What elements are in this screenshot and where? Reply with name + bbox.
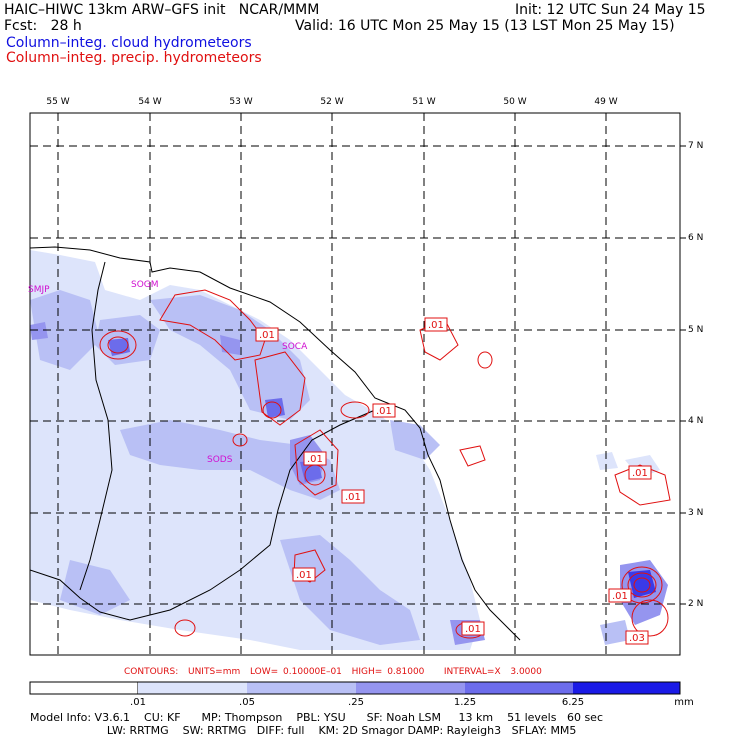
lon-label-51w: 51 W: [412, 97, 436, 107]
plot-title: HAIC–HIWC 13km ARW–GFS init NCAR/MMM: [4, 2, 320, 18]
contour-value-labels: .01 .01 .01 .01 .01 .01 .01 .01 .01 .03: [255, 317, 652, 645]
contour-label: .01: [296, 570, 312, 581]
station-sods: SODS: [207, 455, 233, 465]
colorbar-label: .01: [130, 697, 146, 708]
coastline: [30, 246, 521, 641]
colorbar-label: 1.25: [453, 697, 477, 708]
station-sogm: SOGM: [131, 280, 159, 290]
contour-label: .01: [345, 492, 361, 503]
lat-label-7n: 7 N: [688, 141, 704, 151]
station-soca: SOCA: [282, 342, 308, 352]
lat-ticks: [680, 145, 686, 605]
contour-label: .03: [629, 633, 645, 644]
cloud-field-title: Column–integ. cloud hydrometeors: [6, 35, 252, 51]
lat-label-5n: 5 N: [688, 325, 704, 335]
lat-label-2n: 2 N: [688, 599, 704, 609]
contour-label: .01: [428, 320, 444, 331]
contours-info: CONTOURS: UNITS=mm LOW= 0.10000E–01 HIGH…: [124, 667, 542, 677]
station-smjp: SMJP: [28, 285, 50, 295]
lat-label-3n: 3 N: [688, 508, 704, 518]
contour-label: .01: [632, 468, 648, 479]
colorbar-units: mm: [674, 697, 694, 708]
contour-label: .01: [612, 591, 628, 602]
colorbar-label: .25: [348, 697, 364, 708]
colorbar-label: 6.25: [561, 697, 585, 708]
init-time: Init: 12 UTC Sun 24 May 15: [515, 2, 706, 18]
station-labels: SMJP SOGM SOCA SODS: [28, 280, 308, 465]
lon-label-55w: 55 W: [46, 97, 70, 107]
lon-label-50w: 50 W: [503, 97, 527, 107]
precip-field-title: Column–integ. precip. hydrometeors: [6, 50, 262, 66]
lon-label-54w: 54 W: [138, 97, 162, 107]
forecast-hour: Fcst: 28 h: [4, 18, 82, 34]
model-info-line2: LW: RRTMG SW: RRTMG DIFF: full KM: 2D Sm…: [30, 724, 577, 737]
lon-label-53w: 53 W: [229, 97, 253, 107]
valid-time: Valid: 16 UTC Mon 25 May 15 (13 LST Mon …: [295, 18, 675, 34]
graticule: [30, 113, 680, 655]
colorbar-label: .05: [239, 697, 255, 708]
lon-label-49w: 49 W: [594, 97, 618, 107]
lat-label-4n: 4 N: [688, 416, 704, 426]
contour-label: .01: [307, 454, 323, 465]
colorbar: [29, 681, 681, 695]
cloud-shading: [30, 250, 668, 650]
map-frame: [29, 112, 681, 656]
contour-label: .01: [259, 330, 275, 341]
contour-label: .01: [376, 406, 392, 417]
model-info-line1: Model Info: V3.6.1 CU: KF MP: Thompson P…: [30, 711, 603, 724]
contour-label: .01: [465, 624, 481, 635]
lon-label-52w: 52 W: [320, 97, 344, 107]
lat-label-6n: 6 N: [688, 233, 704, 243]
